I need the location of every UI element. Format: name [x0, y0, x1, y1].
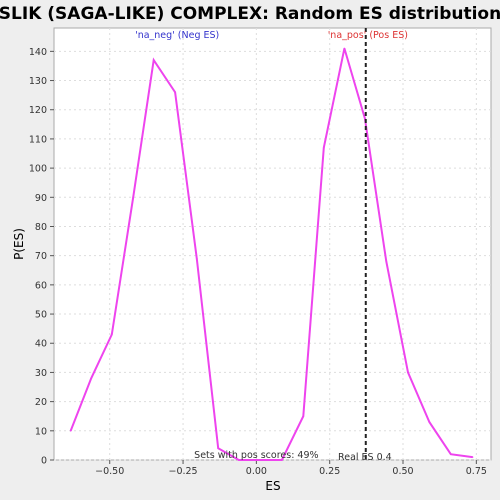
y-tick-label: 0: [41, 456, 47, 467]
y-tick-label: 20: [35, 397, 47, 408]
x-tick-label: −0.50: [95, 466, 124, 477]
data-point: [407, 371, 409, 374]
y-tick-label: 70: [35, 251, 47, 262]
data-point: [471, 456, 474, 458]
annotations: 'na_neg' (Neg ES) 'na_pos' (Pos ES) Sets w…: [135, 30, 408, 463]
pos-scores-note: Sets with pos scores: 49%: [194, 450, 318, 461]
data-point: [90, 377, 93, 380]
y-tick-label: 50: [35, 310, 47, 321]
real-es-label: Real ES 0.4: [338, 452, 392, 463]
y-tick-label: 10: [35, 426, 47, 437]
plot-area: [53, 27, 492, 461]
x-tick-label: 0.25: [319, 466, 340, 477]
data-point: [237, 459, 240, 461]
data-point: [323, 146, 325, 149]
pos-es-label: 'na_pos' (Pos ES): [328, 30, 408, 41]
x-tick-label: −0.25: [168, 466, 197, 477]
x-axis-label: ES: [265, 479, 280, 493]
y-tick-label: 80: [35, 222, 47, 233]
y-tick-label: 140: [29, 47, 47, 58]
x-tick-label: 0.75: [466, 466, 487, 477]
data-point: [196, 257, 198, 260]
x-tick-label: 0.50: [392, 466, 413, 477]
series-layer: [69, 47, 474, 461]
data-point: [258, 459, 261, 461]
data-point: [110, 333, 113, 336]
data-point: [343, 47, 346, 50]
axes: 0 10 20 30 40 50 60 70 80 90 100 110 120 130 140 −0.50 −…: [29, 47, 487, 477]
chart-title: SLIK (SAGA-LIKE) COMPLEX: Random ES dist…: [0, 4, 500, 24]
neg-es-label: 'na_neg' (Neg ES): [135, 30, 219, 41]
data-point: [132, 196, 134, 199]
data-point: [450, 453, 452, 455]
data-point: [302, 415, 305, 418]
data-point: [428, 421, 431, 423]
y-tick-label: 90: [35, 193, 47, 204]
grid: [54, 28, 491, 461]
data-point: [174, 91, 176, 94]
y-tick-label: 40: [35, 339, 47, 350]
y-tick-label: 100: [29, 164, 47, 175]
data-point: [385, 260, 388, 263]
y-tick-label: 60: [35, 280, 47, 291]
data-point: [69, 430, 72, 432]
series-line: [69, 48, 473, 461]
data-point: [217, 447, 220, 450]
data-point: [152, 59, 155, 61]
x-tick-label: 0.00: [246, 466, 267, 477]
y-tick-label: 130: [29, 76, 47, 87]
y-tick-label: 110: [29, 134, 47, 145]
y-tick-label: 30: [35, 368, 47, 379]
data-point: [364, 117, 366, 120]
data-point: [281, 459, 283, 461]
y-tick-label: 120: [29, 105, 47, 116]
y-axis-label: P(ES): [12, 228, 26, 260]
